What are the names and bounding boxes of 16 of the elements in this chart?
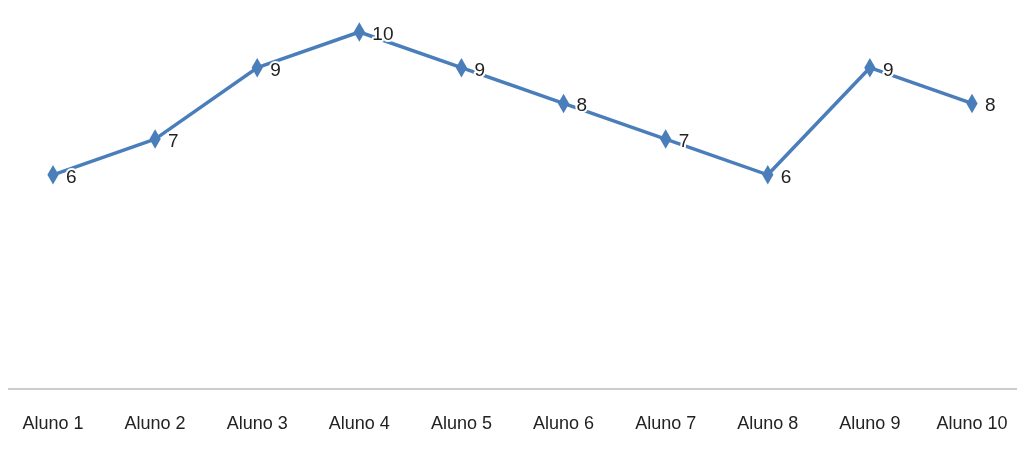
x-tick-label: Aluno 3 (226, 413, 288, 433)
data-label: 6 (66, 165, 77, 187)
x-tick-label: Aluno 10 (936, 413, 1008, 433)
x-tick-label: Aluno 1 (22, 413, 84, 433)
data-label: 8 (985, 94, 996, 116)
x-tick-label: Aluno 9 (839, 413, 901, 433)
x-tick-label: Aluno 7 (635, 413, 697, 433)
x-tick-label: Aluno 6 (533, 413, 595, 433)
x-tick-label: Aluno 8 (737, 413, 799, 433)
data-label: 9 (270, 58, 281, 80)
data-label: 10 (372, 23, 394, 44)
x-tick-label: Aluno 2 (124, 413, 186, 433)
x-tick-label: Aluno 5 (430, 413, 492, 433)
x-tick-label: Aluno 4 (328, 413, 390, 433)
data-label: 6 (780, 165, 792, 187)
data-label: 7 (168, 130, 179, 152)
